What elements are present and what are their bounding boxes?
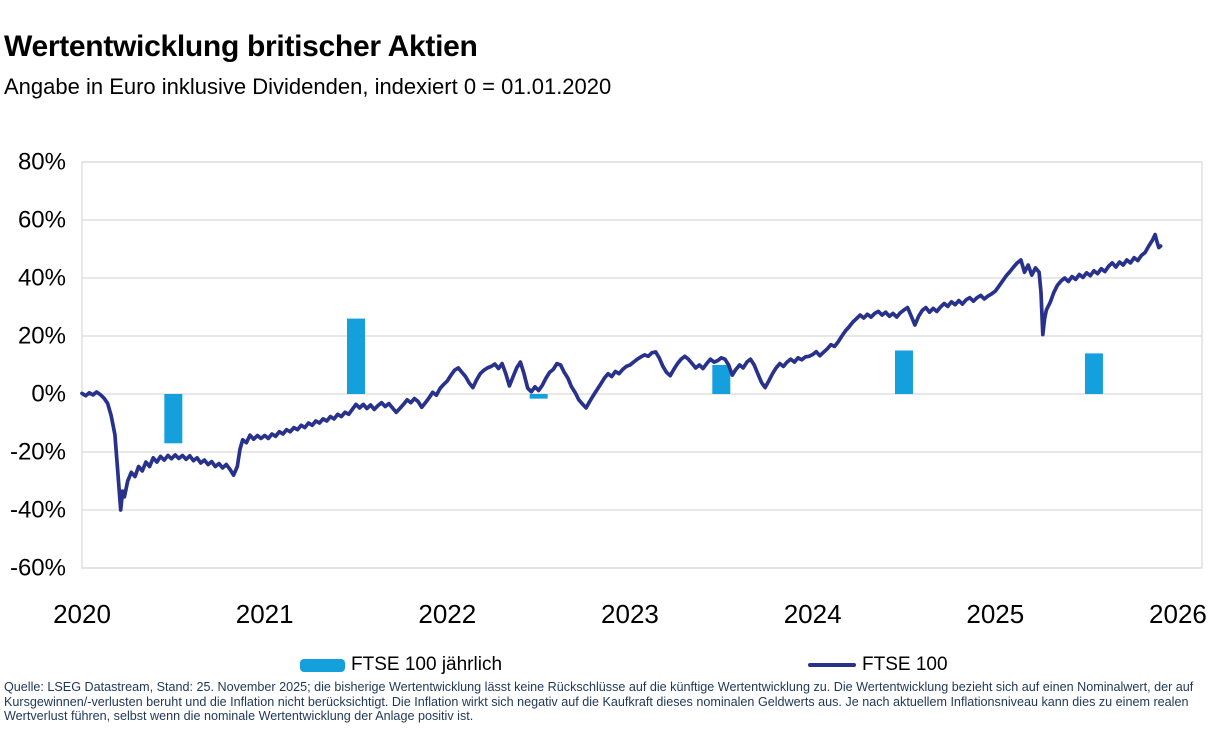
x-tick-label-2025: 2025 [966, 599, 1024, 629]
legend-item-ftse-line: FTSE 100 [808, 654, 948, 676]
source-footnote: Quelle: LSEG Datastream, Stand: 25. Nove… [4, 680, 1194, 724]
x-tick-label-2022: 2022 [418, 599, 476, 629]
legend-label-ftse-annual: FTSE 100 jährlich [351, 654, 503, 675]
ftse-annual-bar-2025 [1084, 353, 1103, 394]
x-tick-label-2026: 2026 [1149, 599, 1207, 629]
legend-label-ftse-line: FTSE 100 [862, 654, 948, 675]
x-tick-label-2020: 2020 [53, 599, 111, 629]
plot-border [81, 161, 1203, 569]
y-tick-label--20: -20% [10, 439, 66, 466]
ftse-annual-bar-2021 [346, 318, 365, 394]
ftse-annual-bar-2020 [164, 394, 183, 444]
page-title: Wertentwicklung britischer Aktien [4, 30, 478, 63]
y-tick-label-80: 80% [18, 149, 66, 176]
x-tick-label-2024: 2024 [784, 599, 842, 629]
x-tick-label-2021: 2021 [236, 599, 294, 629]
bar-swatch-icon [300, 658, 345, 672]
ftse-annual-bar-2022 [529, 394, 548, 399]
line-swatch-icon [808, 663, 856, 667]
legend-item-ftse-annual: FTSE 100 jährlich [300, 654, 502, 676]
x-tick-label-2023: 2023 [601, 599, 659, 629]
y-tick-label-60: 60% [18, 207, 66, 234]
ftse-annual-bar-2023 [712, 365, 731, 394]
page-subtitle: Angabe in Euro inklusive Dividenden, ind… [4, 74, 612, 99]
y-tick-label-40: 40% [18, 265, 66, 292]
y-tick-label-0: 0% [31, 381, 66, 408]
ftse-line [80, 232, 1163, 512]
ftse-annual-bar-2024 [894, 350, 913, 394]
y-tick-label--60: -60% [10, 555, 66, 582]
y-tick-label--40: -40% [10, 497, 66, 524]
y-tick-label-20: 20% [18, 323, 66, 350]
